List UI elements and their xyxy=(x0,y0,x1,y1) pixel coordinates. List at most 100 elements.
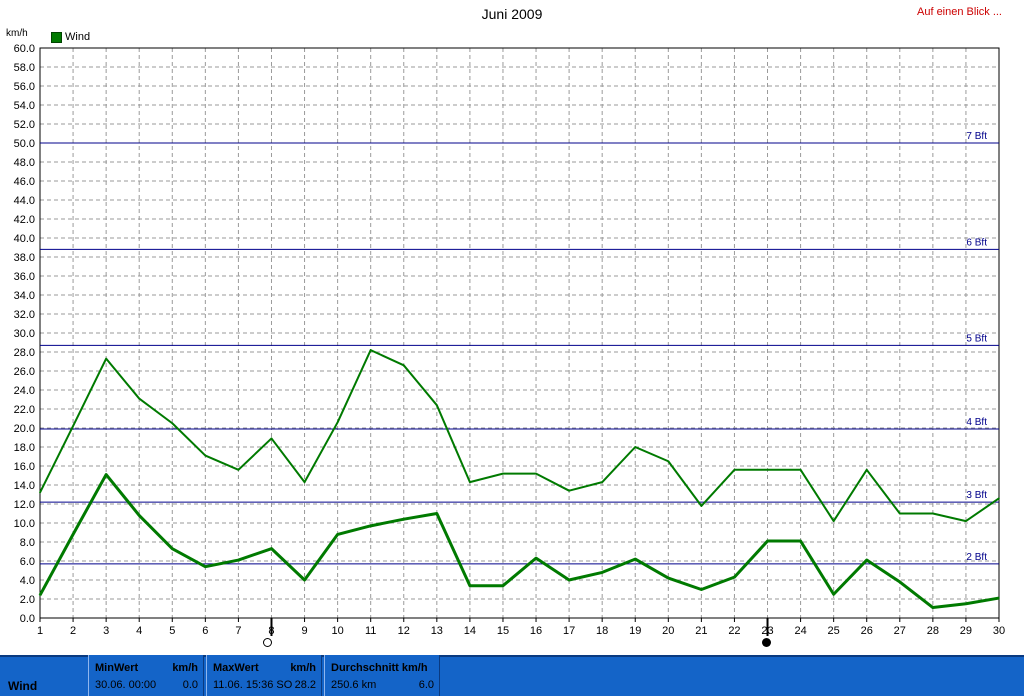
y-axis-unit: km/h xyxy=(6,28,28,39)
min-unit: km/h xyxy=(172,662,198,674)
y-tick-label: 14.0 xyxy=(14,480,35,492)
y-tick-label: 52.0 xyxy=(14,119,35,131)
x-tick-label: 21 xyxy=(695,625,707,637)
data-point-thick xyxy=(898,581,901,583)
y-tick-label: 0.0 xyxy=(20,613,35,625)
data-point-thin xyxy=(502,472,504,475)
x-tick-label: 9 xyxy=(301,625,307,637)
status-bar: Wind MinWert km/h 30.06. 00:00 0.0 MaxWe… xyxy=(0,655,1024,696)
y-tick-label: 30.0 xyxy=(14,328,35,340)
data-point-thick xyxy=(865,559,868,561)
avg-header: Durchschnitt km/h xyxy=(331,662,428,674)
x-tick-label: 26 xyxy=(861,625,873,637)
y-tick-label: 40.0 xyxy=(14,233,35,245)
min-box: MinWert km/h 30.06. 00:00 0.0 xyxy=(88,655,204,696)
y-tick-label: 20.0 xyxy=(14,423,35,435)
x-tick-label: 13 xyxy=(431,625,443,637)
x-tick-label: 16 xyxy=(530,625,542,637)
y-tick-label: 28.0 xyxy=(14,347,35,359)
x-tick-label: 20 xyxy=(662,625,674,637)
x-tick-label: 17 xyxy=(563,625,575,637)
data-point-thick xyxy=(932,606,934,609)
data-point-thin xyxy=(700,505,703,507)
data-point-thin xyxy=(998,497,1000,500)
x-tick-label: 18 xyxy=(596,625,608,637)
data-point-thick xyxy=(568,579,570,581)
y-tick-label: 16.0 xyxy=(14,461,35,473)
max-unit: km/h xyxy=(290,662,316,674)
data-point-thick xyxy=(402,518,405,520)
new-moon-icon xyxy=(762,638,771,647)
y-tick-label: 2.0 xyxy=(20,594,35,606)
max-box: MaxWert km/h 11.06. 15:36 SO 28.2 xyxy=(206,655,322,696)
glance-link[interactable]: Auf einen Blick ... xyxy=(917,6,1002,18)
data-point-thin xyxy=(369,349,372,351)
data-point-thin xyxy=(105,357,107,360)
bft-label: 3 Bft xyxy=(966,490,987,501)
data-point-thin xyxy=(72,425,74,427)
y-tick-label: 36.0 xyxy=(14,271,35,283)
x-tick-label: 15 xyxy=(497,625,509,637)
legend-swatch xyxy=(51,31,62,43)
data-point-thin xyxy=(270,437,273,440)
data-point-thin xyxy=(535,472,537,475)
y-tick-label: 48.0 xyxy=(14,157,35,169)
data-point-thin xyxy=(138,397,141,400)
x-tick-label: 3 xyxy=(103,625,109,637)
y-tick-label: 10.0 xyxy=(14,518,35,530)
y-tick-label: 4.0 xyxy=(20,575,35,587)
data-point-thin xyxy=(733,469,736,471)
data-point-thin xyxy=(932,512,934,515)
y-tick-label: 44.0 xyxy=(14,195,35,207)
bft-label: 2 Bft xyxy=(966,552,987,563)
y-tick-label: 56.0 xyxy=(14,81,35,93)
data-point-thin xyxy=(799,469,802,471)
data-point-thick xyxy=(998,597,1000,599)
data-point-thin xyxy=(965,520,967,522)
y-tick-label: 60.0 xyxy=(14,43,35,55)
data-point-thin xyxy=(667,460,670,463)
max-header: MaxWert xyxy=(213,662,259,674)
y-tick-label: 46.0 xyxy=(14,176,35,188)
data-point-thick xyxy=(138,514,141,517)
data-point-thin xyxy=(336,421,339,424)
y-tick-label: 18.0 xyxy=(14,442,35,454)
chart-title: Juni 2009 xyxy=(481,6,543,22)
data-point-thick xyxy=(832,593,835,596)
max-date: 11.06. 15:36 SO xyxy=(213,679,293,691)
min-header: MinWert xyxy=(95,662,139,674)
x-tick-label: 1 xyxy=(37,625,43,637)
data-point-thick xyxy=(469,584,471,587)
y-tick-label: 58.0 xyxy=(14,62,35,74)
data-point-thick xyxy=(39,594,41,596)
data-point-thick xyxy=(171,547,174,550)
x-tick-label: 7 xyxy=(235,625,241,637)
y-tick-label: 38.0 xyxy=(14,252,35,264)
x-tick-label: 5 xyxy=(169,625,175,637)
x-tick-label: 2 xyxy=(70,625,76,637)
x-tick-label: 25 xyxy=(828,625,840,637)
data-point-thin xyxy=(469,481,471,483)
data-point-thick xyxy=(700,588,703,591)
y-tick-label: 34.0 xyxy=(14,290,35,302)
legend: Wind xyxy=(51,31,90,43)
data-point-thick xyxy=(766,540,769,542)
data-point-thick xyxy=(535,557,537,559)
y-tick-label: 26.0 xyxy=(14,366,35,378)
data-point-thick xyxy=(601,571,603,574)
x-tick-label: 22 xyxy=(728,625,740,637)
data-point-thin xyxy=(865,469,868,471)
data-point-thick xyxy=(204,565,207,568)
y-tick-label: 12.0 xyxy=(14,499,35,511)
x-tick-label: 10 xyxy=(331,625,343,637)
plot-frame xyxy=(39,47,1000,619)
data-point-thin xyxy=(237,469,240,471)
y-tick-label: 24.0 xyxy=(14,385,35,397)
max-value: 28.2 xyxy=(294,679,316,691)
data-point-thick xyxy=(237,559,240,561)
y-tick-label: 8.0 xyxy=(20,537,35,549)
min-date: 30.06. 00:00 xyxy=(95,679,157,691)
x-tick-label: 6 xyxy=(202,625,208,637)
data-point-thin xyxy=(766,469,769,471)
bft-label: 4 Bft xyxy=(966,417,987,428)
